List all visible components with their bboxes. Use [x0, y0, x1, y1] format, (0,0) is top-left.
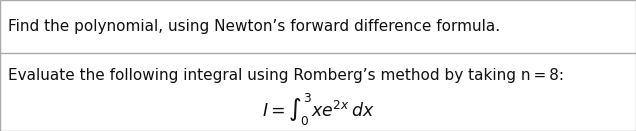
Text: Evaluate the following integral using Romberg’s method by taking n = 8:: Evaluate the following integral using Ro…: [8, 68, 563, 83]
Text: Find the polynomial, using Newton’s forward difference formula.: Find the polynomial, using Newton’s forw…: [8, 19, 500, 34]
Text: $I = \int_0^3 xe^{2x}\,dx$: $I = \int_0^3 xe^{2x}\,dx$: [261, 92, 375, 128]
